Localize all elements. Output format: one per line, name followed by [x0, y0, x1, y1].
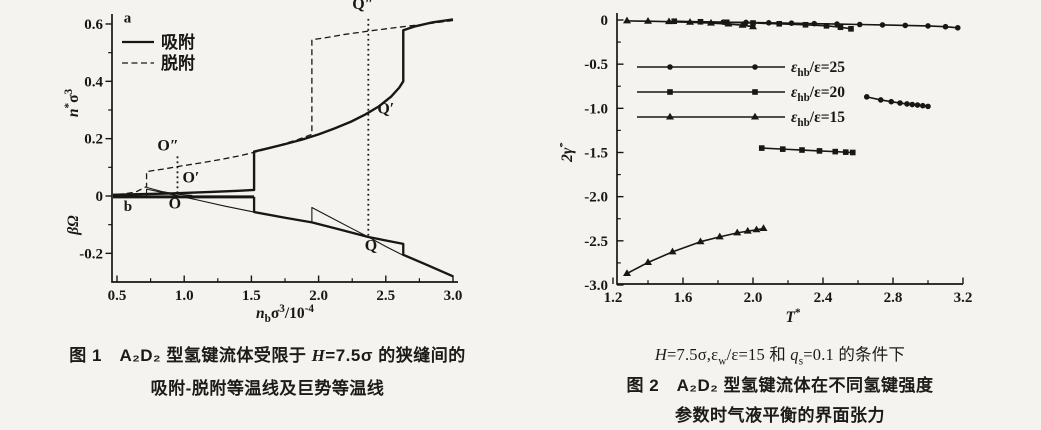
fig1-isotherm-chart: 0.5 1.0 1.5 2.0 2.5 3.0 0.6 0.4 0.2 0 -0.2 a b O″O′O Q… [63, 0, 463, 325]
svg-text:1.0: 1.0 [175, 288, 194, 304]
svg-text:2γ*: 2γ* [560, 142, 576, 163]
fig2-conditions-line: H=7.5σ,εw/ε=15 和 qs=0.1 的条件下 [555, 341, 1005, 367]
svg-text:Q′: Q′ [377, 101, 394, 118]
svg-text:Q″: Q″ [352, 0, 373, 13]
svg-text:T*: T* [785, 307, 800, 326]
svg-text:nbσ3/10-4: nbσ3/10-4 [256, 303, 314, 325]
svg-text:εhb/ε=15: εhb/ε=15 [791, 109, 845, 129]
svg-text:-1.0: -1.0 [584, 101, 608, 117]
svg-text:2.0: 2.0 [309, 288, 328, 304]
svg-text:-0.2: -0.2 [79, 246, 103, 262]
fig2-cond-sub-s: s [798, 355, 804, 368]
svg-text:1.6: 1.6 [674, 290, 693, 306]
svg-text:εhb/ε=20: εhb/ε=20 [791, 84, 845, 104]
svg-text:2.4: 2.4 [814, 290, 833, 306]
svg-text:0.5: 0.5 [108, 288, 127, 304]
svg-text:3.0: 3.0 [444, 288, 463, 304]
svg-text:-2.5: -2.5 [584, 234, 608, 250]
svg-text:b: b [124, 199, 132, 215]
svg-text:-0.5: -0.5 [584, 57, 608, 73]
svg-text:0.2: 0.2 [84, 132, 103, 148]
svg-text:脱附: 脱附 [161, 53, 195, 73]
svg-text:0.4: 0.4 [84, 74, 103, 90]
svg-text:1.2: 1.2 [604, 290, 623, 306]
fig2-caption-line1: 图 2 A₂D₂ 型氢键流体在不同氢键强度 [626, 376, 934, 395]
svg-text:a: a [124, 11, 132, 27]
svg-text:εhb/ε=25: εhb/ε=25 [791, 59, 845, 79]
fig2-cond-text-2: /ε=15 和 [726, 345, 791, 364]
svg-text:0.6: 0.6 [84, 17, 103, 33]
svg-text:2.0: 2.0 [744, 290, 763, 306]
fig2-cond-text-3: =0.1 的条件下 [803, 345, 906, 364]
svg-text:Q: Q [365, 237, 377, 254]
fig1-caption-line1: 图 1 A₂D₂ 型氢键流体受限于 H=7.5σ 的狭缝间的 [15, 341, 520, 366]
svg-text:O′: O′ [182, 170, 199, 187]
fig1-caption-symbol-H: H [311, 346, 326, 365]
fig2-cond-text-1: =7.5σ,ε [666, 345, 719, 364]
svg-text:n*σ3: n*σ3 [63, 88, 82, 117]
svg-text:βΩ: βΩ [65, 215, 82, 236]
fig1-caption-line2: 吸附-脱附等温线及巨势等温线 [150, 379, 385, 398]
svg-text:O″: O″ [157, 138, 178, 155]
svg-text:2.5: 2.5 [376, 288, 395, 304]
svg-text:0: 0 [601, 13, 609, 29]
fig2-surface-tension-chart: 1.2 1.6 2.0 2.4 2.8 3.2 0 -0.5 -1.0 -1.5 -2.0 -2.5 -… [560, 13, 973, 326]
svg-text:3.2: 3.2 [954, 290, 973, 306]
svg-text:-1.5: -1.5 [584, 145, 608, 161]
svg-text:-2.0: -2.0 [584, 190, 608, 206]
fig2-caption-line2: 参数时气液平衡的界面张力 [675, 406, 885, 425]
fig1-caption-text-2: =7.5σ 的狭缝间的 [325, 346, 466, 365]
fig2-cond-sub-w: w [718, 355, 727, 368]
svg-text:2.8: 2.8 [884, 290, 903, 306]
svg-text:吸附: 吸附 [161, 32, 195, 52]
svg-text:-3.0: -3.0 [584, 278, 608, 294]
fig1-caption-text-1: 图 1 A₂D₂ 型氢键流体受限于 [69, 346, 312, 365]
fig2-cond-symbol-H: H [654, 345, 667, 364]
fig2-cond-symbol-q: q [790, 345, 799, 364]
svg-text:1.5: 1.5 [242, 288, 261, 304]
svg-text:0: 0 [96, 189, 104, 205]
svg-text:O: O [169, 196, 181, 213]
